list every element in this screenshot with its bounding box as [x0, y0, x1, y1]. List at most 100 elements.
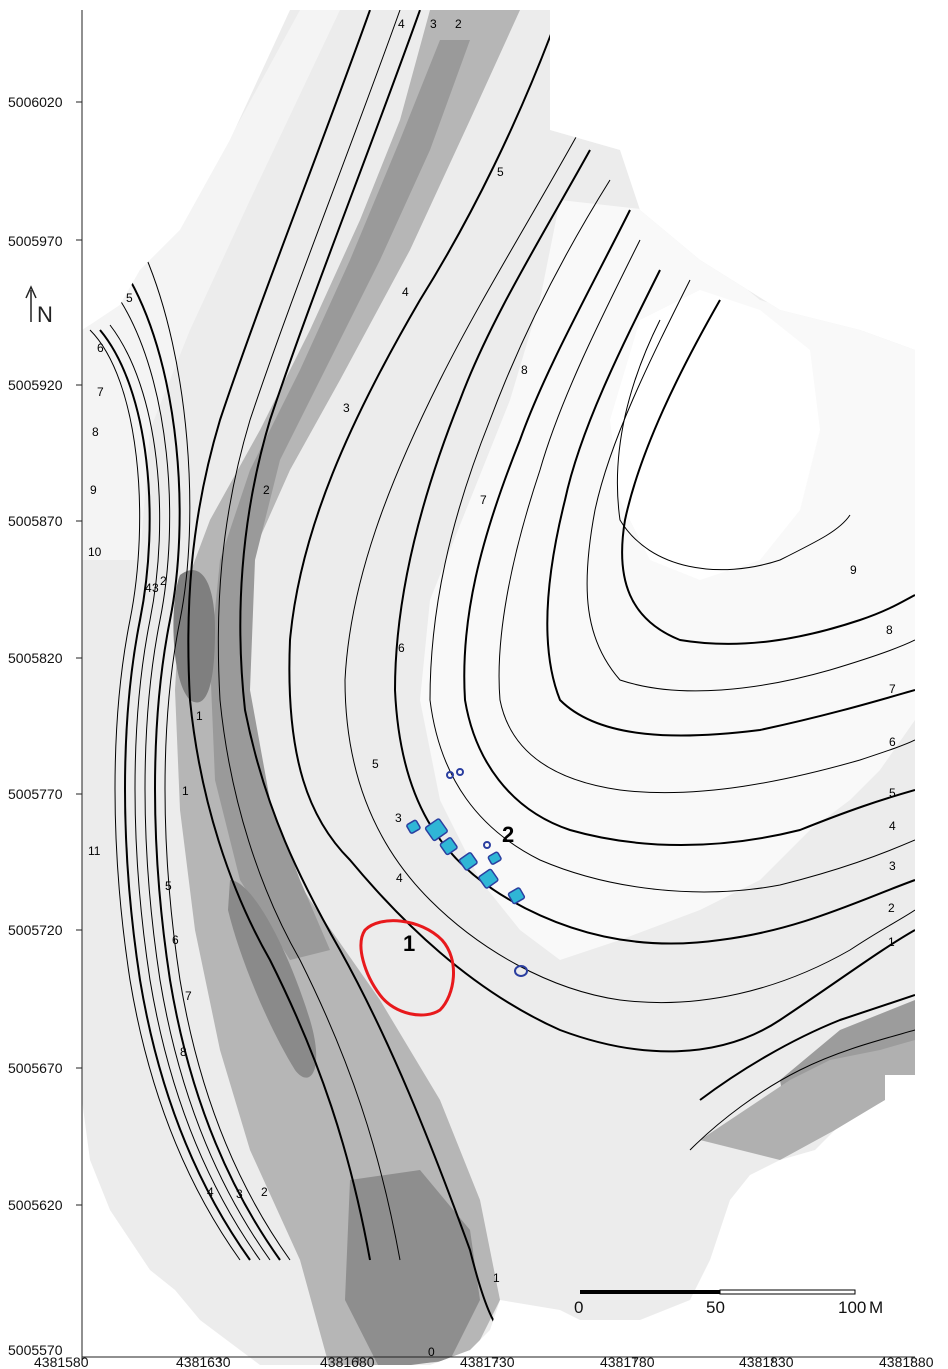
- x-tick-label: 4381630: [176, 1354, 231, 1369]
- site-2-feature: [478, 868, 499, 889]
- y-tick-label: 5005920: [8, 377, 63, 393]
- contour-label: 7: [185, 989, 192, 1003]
- x-tick-label: 4381830: [739, 1354, 794, 1369]
- x-tick-label: 4381780: [600, 1354, 655, 1369]
- scale-unit-label: M: [869, 1298, 883, 1317]
- y-tick-label: 5005820: [8, 650, 63, 666]
- scale-tick-label: 0: [574, 1298, 583, 1317]
- contour-label: 1: [493, 1271, 500, 1285]
- contour-lines: [89, 10, 915, 1331]
- y-tick-label: 5006020: [8, 94, 63, 110]
- contour-line: [217, 10, 401, 1261]
- contour-label: 3: [889, 859, 896, 873]
- contour-label: 8: [92, 425, 99, 439]
- contour-label: 3: [236, 1187, 243, 1201]
- contour-line: [393, 149, 915, 945]
- relief-lightest-top: [610, 290, 820, 580]
- contour-label: 6: [97, 341, 104, 355]
- site-2-features[interactable]: [406, 768, 526, 905]
- contour-label: 6: [889, 735, 896, 749]
- relief-dark-basin-south: [345, 1170, 480, 1365]
- x-tick-label: 4381880: [879, 1354, 934, 1369]
- y-axis-labels: 5006020 5005970 5005920 5005870 5005820 …: [8, 94, 63, 1358]
- y-tick-label: 5005970: [8, 233, 63, 249]
- site-1-outline[interactable]: [359, 919, 455, 1017]
- contour-label: 3: [343, 401, 350, 415]
- contour-label: 1: [182, 784, 189, 798]
- contour-label: 3: [152, 581, 159, 595]
- north-arrow-icon: N: [25, 285, 53, 327]
- contour-label: 1: [888, 935, 895, 949]
- contour-line: [344, 129, 915, 1004]
- contour-label: 5: [372, 757, 379, 771]
- relief-dark-channel: [175, 10, 520, 1365]
- contour-line: [144, 254, 291, 1261]
- contour-line: [463, 209, 915, 846]
- relief-dark-elongated: [228, 880, 317, 1078]
- contour-label: 7: [889, 682, 896, 696]
- contour-labels: 4 3 2 5 4 3 8 7 6 5 6 7 8 9 10 4 3 2 1 1…: [88, 17, 896, 1359]
- contour-label: 2: [160, 574, 167, 588]
- contour-line: [621, 299, 915, 645]
- contour-line: [119, 299, 271, 1261]
- site-2-dot: [446, 771, 454, 779]
- scale-bar: 0 50 100 M: [574, 1289, 883, 1317]
- contour-line: [288, 10, 915, 1053]
- contour-label: 9: [90, 483, 97, 497]
- contour-line: [239, 10, 501, 1331]
- contour-label: 7: [97, 385, 104, 399]
- site-2-dot: [483, 841, 491, 849]
- site-2-label: 2: [502, 822, 514, 847]
- contour-line: [187, 10, 371, 1261]
- site-2-feature: [424, 818, 448, 842]
- contour-label: 5: [889, 786, 896, 800]
- contour-label: 6: [398, 641, 405, 655]
- contour-label: 4: [396, 871, 403, 885]
- contour-label: 5: [126, 291, 133, 305]
- contour-line: [109, 324, 261, 1261]
- contour-line: [699, 994, 915, 1101]
- contour-label: 8: [521, 363, 528, 377]
- contour-label: 10: [88, 545, 102, 559]
- contour-label: 4: [145, 581, 152, 595]
- contour-line: [616, 319, 851, 571]
- site-2-feature: [487, 851, 502, 865]
- contour-label: 9: [850, 563, 857, 577]
- y-tick-label: 5005720: [8, 922, 63, 938]
- site-2-dot: [456, 768, 464, 776]
- contour-label: 4: [207, 1185, 214, 1199]
- contour-label: 5: [165, 879, 172, 893]
- contour-line: [99, 329, 251, 1261]
- contour-label: 8: [180, 1045, 187, 1059]
- contour-label: 2: [455, 17, 462, 31]
- relief-dark-oval: [173, 570, 215, 703]
- site-1-label: 1: [403, 931, 415, 956]
- relief-mid-southeast: [700, 1040, 915, 1160]
- contour-label: 2: [888, 901, 895, 915]
- relief-darker-channel: [210, 40, 470, 960]
- contour-line: [129, 279, 281, 1261]
- contour-label: 4: [889, 819, 896, 833]
- site-marker-small-oval: [514, 965, 528, 977]
- x-tick-label: 4381680: [320, 1354, 375, 1369]
- contour-label: 11: [88, 844, 101, 858]
- contour-line: [498, 239, 915, 794]
- contour-label: 0: [428, 1345, 435, 1359]
- contour-label: 4: [402, 285, 409, 299]
- contour-label: 7: [480, 493, 487, 507]
- contour-line: [429, 179, 915, 893]
- site-2-feature: [458, 852, 478, 871]
- y-tick-label: 5005870: [8, 513, 63, 529]
- contour-line: [89, 329, 241, 1261]
- y-tick-label: 5005670: [8, 1060, 63, 1076]
- scale-tick-label: 50: [706, 1298, 725, 1317]
- y-tick-label: 5005770: [8, 786, 63, 802]
- axis-frame: [76, 10, 915, 1363]
- contour-label: 3: [430, 17, 437, 31]
- contour-label: 4: [398, 17, 405, 31]
- x-tick-label: 4381580: [34, 1354, 89, 1369]
- contour-label: 6: [172, 933, 179, 947]
- contour-label: 3: [395, 811, 402, 825]
- site-2-feature: [439, 837, 458, 856]
